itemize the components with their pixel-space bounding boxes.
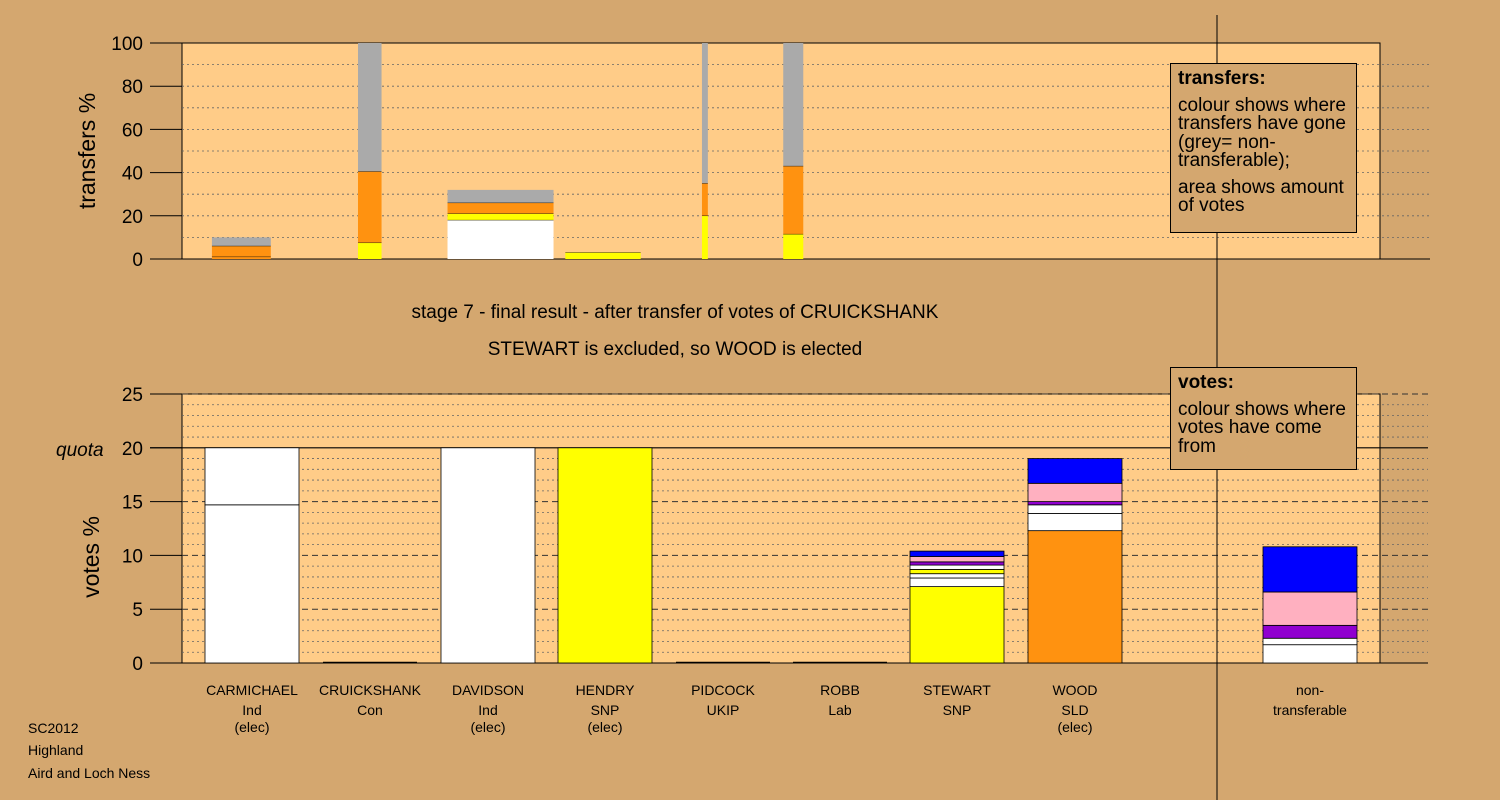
vote-bar-segment: [1262, 546, 1358, 593]
vote-bar-segment: [1027, 482, 1123, 503]
transfers-tick-label: 60: [122, 120, 143, 141]
vote-bar-segment: [1027, 458, 1123, 484]
stage-title: stage 7 - final result - after transfer …: [412, 302, 939, 323]
transfer-bar-segment: [783, 234, 804, 259]
votes-tick-label: 0: [132, 654, 143, 675]
votes-legend-title: votes:: [1178, 372, 1234, 393]
category-label-party: SLD: [1061, 702, 1088, 718]
vote-bar-segment: [1262, 591, 1358, 626]
category-label-party: Ind: [242, 702, 261, 718]
footer-council: Highland: [28, 742, 84, 758]
category-label-nontransferable-2: transferable: [1273, 702, 1347, 718]
transfer-bar-segment: [783, 166, 804, 235]
transfer-bar-segment: [447, 220, 554, 259]
category-label-name: ROBB: [820, 682, 860, 698]
transfers-legend-title: transfers:: [1178, 68, 1266, 89]
category-label-nontransferable-1: non-: [1296, 682, 1324, 698]
transfer-bar-segment: [447, 189, 554, 203]
transfers-tick-label: 100: [111, 34, 143, 55]
vote-bar-segment: [909, 586, 1005, 664]
vote-bar-segment: [440, 447, 536, 664]
vote-bar-segment: [909, 564, 1005, 570]
category-label-name: CARMICHAEL: [206, 682, 298, 698]
votes-legend-box: votes: colour shows where votes have com…: [1170, 367, 1357, 470]
category-label-party: SNP: [591, 702, 620, 718]
vote-bar-segment: [1027, 513, 1123, 532]
category-label-party: Ind: [478, 702, 497, 718]
vote-bar-segment: [1027, 504, 1123, 514]
votes-tick-label: 15: [122, 493, 143, 514]
transfer-bar-segment: [701, 215, 708, 259]
transfer-bar-segment: [701, 183, 708, 216]
transfer-bar-segment: [357, 171, 382, 243]
vote-bar-segment: [557, 447, 653, 664]
category-label-name: HENDRY: [576, 682, 636, 698]
category-label-name: CRUICKSHANK: [319, 682, 422, 698]
votes-tick-label: 5: [132, 600, 143, 621]
category-label-party: Con: [357, 702, 383, 718]
vote-bar-segment: [204, 504, 300, 664]
vote-bar-segment: [1027, 501, 1123, 506]
transfers-axis-label: transfers %: [74, 93, 100, 209]
transfer-bar-segment: [701, 43, 708, 184]
transfers-tick-label: 40: [122, 164, 143, 185]
transfer-bar-segment: [211, 256, 271, 259]
vote-bar-segment: [909, 568, 1005, 575]
category-label-name: WOOD: [1052, 682, 1097, 698]
category-label-name: STEWART: [923, 682, 991, 698]
transfer-bar-segment: [211, 237, 271, 247]
transfers-legend-note: area shows amount of votes: [1178, 176, 1344, 216]
transfer-bar-segment: [357, 242, 382, 259]
vote-bar-segment: [909, 561, 1005, 566]
vote-bar-segment: [909, 556, 1005, 563]
votes-axis-label: votes %: [78, 516, 104, 598]
stage-subtitle: STEWART is excluded, so WOOD is elected: [488, 339, 863, 360]
vote-bar-segment: [204, 447, 300, 506]
votes-tick-label: 25: [122, 385, 143, 406]
footer-ward: Aird and Loch Ness: [28, 765, 151, 781]
transfers-legend-box: transfers: colour shows where transfers …: [1170, 63, 1357, 233]
transfer-bar-segment: [565, 252, 641, 259]
category-label-party: UKIP: [707, 702, 740, 718]
votes-tick-label: 20: [122, 439, 143, 460]
transfers-tick-label: 0: [132, 250, 143, 271]
vote-bar-segment: [1027, 530, 1123, 664]
transfer-bar-segment: [783, 43, 804, 167]
category-label-party: Lab: [828, 702, 852, 718]
category-label-status: (elec): [1057, 719, 1092, 735]
vote-bar-segment: [1262, 637, 1358, 646]
vote-bar-segment: [1262, 624, 1358, 639]
votes-legend-text: colour shows where votes have come from: [1178, 398, 1346, 457]
votes-tick-label: 10: [122, 546, 143, 567]
category-label-status: (elec): [470, 719, 505, 735]
category-label-status: (elec): [587, 719, 622, 735]
vote-bar-segment: [909, 577, 1005, 588]
category-label-name: PIDCOCK: [691, 682, 755, 698]
category-label-party: SNP: [943, 702, 972, 718]
category-label-status: (elec): [234, 719, 269, 735]
transfers-tick-label: 80: [122, 77, 143, 98]
vote-bar-segment: [1262, 644, 1358, 664]
category-label-name: DAVIDSON: [452, 682, 524, 698]
quota-label: quota: [56, 440, 104, 461]
vote-bar-segment: [909, 550, 1005, 557]
transfers-legend-text: colour shows where transfers have gone (…: [1178, 94, 1346, 171]
transfer-bar-segment: [447, 202, 554, 214]
transfer-bar-segment: [357, 43, 382, 172]
transfer-bar-segment: [211, 246, 271, 257]
transfer-bar-segment: [447, 213, 554, 221]
footer-election: SC2012: [28, 720, 79, 736]
transfers-tick-label: 20: [122, 207, 143, 228]
vote-bar-segment: [909, 573, 1005, 579]
